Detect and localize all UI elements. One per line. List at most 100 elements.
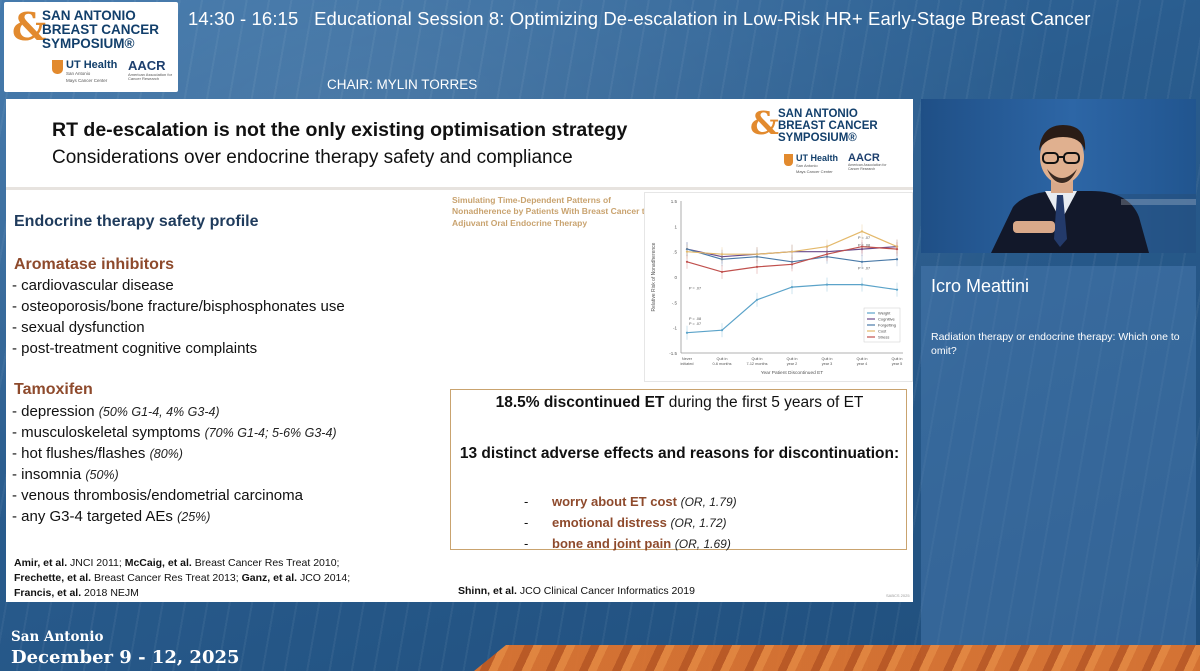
y-tick-label: 1	[674, 224, 677, 229]
data-point	[860, 245, 864, 248]
data-point	[825, 253, 829, 256]
section-label: Endocrine therapy safety profile	[14, 213, 259, 230]
slide-aacr-sub: American Association for Cancer Research	[848, 163, 887, 171]
data-point	[895, 258, 899, 261]
speaker-video-illustration	[991, 125, 1196, 253]
slide-ut-health-sub2: Mays Cancer Center	[796, 169, 833, 174]
slide-ribbon-icon: &	[750, 104, 779, 142]
legend-label: Stress	[878, 335, 889, 340]
legend-label: Cost	[878, 329, 887, 334]
slide-header: RT de-escalation is not the only existin…	[6, 99, 913, 187]
x-tick-label: initiated	[680, 362, 693, 366]
data-point	[720, 253, 724, 256]
ut-health-sub: San Antonio	[66, 71, 91, 76]
logo-line3: SYMPOSIUM®	[42, 36, 135, 51]
ribbon-icon: &	[12, 4, 47, 49]
p-value-annotation: P = .08	[858, 244, 870, 248]
sabcs-logo: & SAN ANTONIO BREAST CANCER SYMPOSIUM® U…	[4, 2, 178, 92]
logo-line2: BREAST CANCER	[42, 22, 160, 37]
x-tick-label: Quit in	[787, 357, 798, 361]
list-item: - venous thrombosis/endometrial carcinom…	[12, 487, 303, 504]
list-item: - post-treatment cognitive complaints	[12, 340, 258, 357]
speaker-video	[921, 99, 1196, 253]
y-tick-label: .5	[673, 250, 677, 255]
session-title: 14:30 - 16:15 Educational Session 8: Opt…	[188, 8, 1091, 30]
et-stat: 18.5% discontinued ET during the first 5…	[495, 394, 864, 411]
data-point	[860, 260, 864, 263]
list-item: - any G3-4 targeted AEs (25%)	[12, 508, 211, 525]
speaker-panel: Icro Meattini Radiation therapy or endoc…	[921, 266, 1196, 671]
legend-label: Forgetting	[878, 323, 896, 328]
aacr-sub: American Association for Cancer Research	[128, 72, 173, 82]
chair-label: CHAIR: MYLIN TORRES	[327, 77, 478, 92]
bottom-decorative-stripe	[474, 645, 1200, 671]
p-value-annotation: P = .07	[689, 322, 701, 326]
list-item: - cardiovascular disease	[12, 277, 174, 294]
presentation-slide: RT de-escalation is not the only existin…	[6, 99, 913, 602]
slide-ut-shield-icon	[784, 154, 793, 166]
group-heading-aromatase: Aromatase inhibitors	[14, 256, 175, 273]
y-tick-label: 1.5	[671, 199, 678, 204]
data-point	[790, 263, 794, 266]
data-point	[895, 248, 899, 251]
list-item: - sexual dysfunction	[12, 319, 145, 336]
slide-logo-line3: SYMPOSIUM®	[778, 132, 857, 144]
references: Amir, et al. JNCI 2011; McCaig, et al. B…	[14, 557, 351, 599]
aacr-logo: AACR	[128, 58, 166, 73]
reason-item: bone and joint pain (OR, 1.69)	[552, 536, 731, 551]
ut-health-label: UT Health	[66, 59, 118, 71]
logo-line1: SAN ANTONIO	[42, 8, 136, 23]
x-tick-label: Quit in	[822, 357, 833, 361]
p-value-annotation: P = .07	[858, 236, 870, 240]
speaker-name: Icro Meattini	[931, 276, 1030, 296]
x-tick-label: Quit in	[857, 357, 868, 361]
slide-sabcs-logo: & SAN ANTONIO BREAST CANCER SYMPOSIUM® U…	[750, 107, 890, 177]
x-tick-label: Quit in	[892, 357, 903, 361]
x-tick-label: year 3	[822, 362, 833, 366]
reason-item: worry about ET cost (OR, 1.79)	[552, 494, 737, 509]
data-point	[720, 270, 724, 274]
chart-title: Simulating Time-Dependent Patterns of No…	[452, 195, 650, 228]
p-value-annotation: P = .07	[858, 266, 870, 270]
slide-header-divider	[6, 187, 913, 190]
x-tick-label: year 2	[787, 362, 798, 366]
group-heading-tamoxifen: Tamoxifen	[14, 381, 93, 398]
data-point	[755, 298, 759, 301]
data-point	[720, 329, 724, 332]
x-tick-label: year 5	[892, 362, 903, 366]
y-axis-label: Relative Risk of Nonadherence	[651, 242, 657, 311]
reason-dash: -	[524, 515, 529, 530]
nonadherence-chart: 1.5 1.5 0 -.5 -1 -1.5 Relative Risk of Nonadhe…	[644, 192, 913, 382]
slide-subtitle: Considerations over endocrine therapy sa…	[52, 147, 573, 168]
slide-title: RT de-escalation is not the only existin…	[52, 119, 628, 141]
y-tick-label: 0	[674, 275, 677, 280]
list-item: - depression (50% G1-4, 4% G3-4)	[12, 403, 220, 420]
x-tick-label: Quit in	[752, 357, 763, 361]
list-item: - musculoskeletal symptoms (70% G1-4; 5-…	[12, 424, 337, 441]
x-tick-label: Quit in	[717, 357, 728, 361]
session-time: 14:30 - 16:15	[188, 8, 299, 29]
et-heading: 13 distinct adverse effects and reasons …	[459, 445, 900, 462]
chart-reference: Shinn, et al. JCO Clinical Cancer Inform…	[458, 585, 695, 597]
data-point	[685, 250, 689, 253]
y-tick-label: -1	[673, 326, 677, 331]
data-point	[860, 230, 864, 233]
slide-aacr-logo: AACR	[848, 152, 880, 164]
y-tick-label: -.5	[672, 300, 678, 305]
reason-dash: -	[524, 536, 529, 551]
data-point	[825, 283, 829, 286]
reason-dash: -	[524, 494, 529, 509]
data-point	[895, 288, 899, 291]
slide-logo-line2: BREAST CANCER	[778, 120, 878, 132]
legend-label: Weight	[878, 311, 891, 316]
et-discontinuation-box: 18.5% discontinued ET during the first 5…	[450, 389, 907, 551]
p-value-annotation: P = .07	[689, 287, 701, 291]
data-point	[685, 331, 689, 334]
footer-city: San Antonio	[11, 629, 104, 645]
data-point	[755, 265, 759, 268]
list-item: - osteoporosis/bone fracture/bisphosphon…	[12, 298, 345, 315]
slide-watermark: SABCS 2025	[886, 593, 910, 598]
list-item: - hot flushes/flashes (80%)	[12, 445, 183, 462]
data-point	[790, 286, 794, 289]
